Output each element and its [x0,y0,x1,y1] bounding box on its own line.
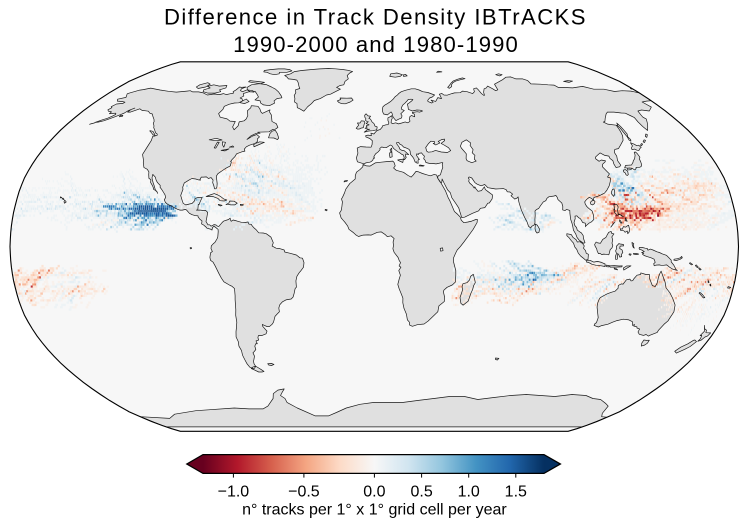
svg-text:0.5: 0.5 [410,484,432,501]
svg-text:1.5: 1.5 [505,484,527,501]
svg-text:1.0: 1.0 [458,484,480,501]
svg-text:1990-2000 and 1980-1990: 1990-2000 and 1980-1990 [233,32,519,57]
svg-text:n° tracks per 1° x 1° grid cel: n° tracks per 1° x 1° grid cell per year [242,501,507,518]
svg-text:−0.5: −0.5 [288,484,320,501]
svg-text:−1.0: −1.0 [218,484,250,501]
svg-text:Difference in Track Density IB: Difference in Track Density IBTrACKS [164,5,587,30]
svg-text:0.0: 0.0 [363,484,385,501]
